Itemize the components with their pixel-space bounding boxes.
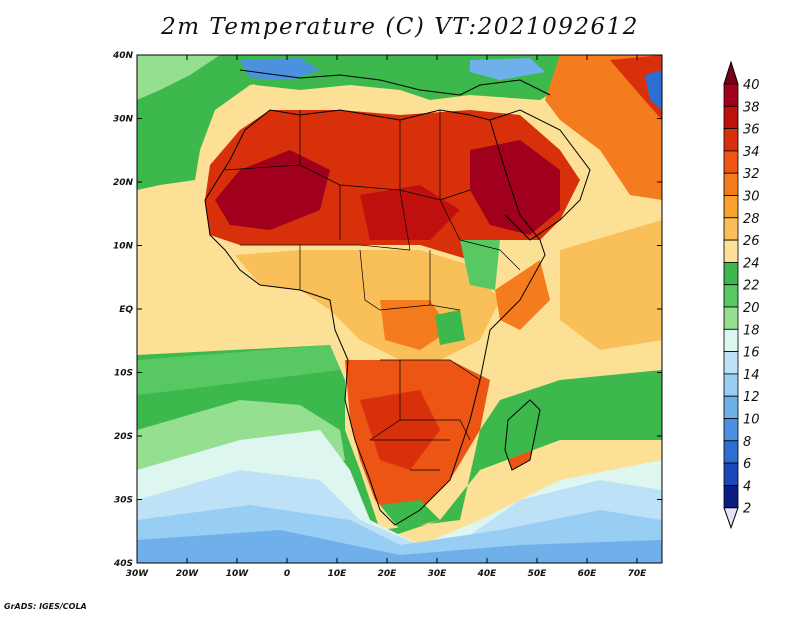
colorbar-label: 26 — [743, 234, 760, 249]
y-tick-label: 10S — [114, 369, 133, 379]
turkey-cold-patch — [470, 58, 545, 80]
x-tick-label: 70E — [628, 569, 648, 579]
colorbar-top-arrow — [723, 60, 739, 85]
africa-coastline — [204, 109, 546, 526]
kalahari-hot-zone — [360, 390, 440, 470]
colorbar-swatch-18 — [723, 328, 739, 352]
colorbar-label: 28 — [743, 212, 760, 227]
x-axis: 30W 20W 10W 0 10E 20E 30E 40E 50E 60E 70E — [126, 55, 647, 579]
madagascar-coastline — [504, 399, 541, 471]
colorbar-label: 2 — [743, 502, 751, 517]
y-tick-label: EQ — [119, 305, 133, 315]
colorbar-label: 30 — [743, 190, 760, 205]
colorbar-label: 40 — [743, 78, 760, 93]
far-north-atlantic-zone — [137, 55, 220, 100]
colorbar-swatch-30 — [723, 195, 739, 219]
y-tick-label: 20N — [113, 178, 134, 188]
y-tick-label: 40S — [113, 559, 133, 569]
indian-ocean-warm-zone — [560, 220, 662, 350]
map-title: 2m Temperature (C) VT:2021092612 — [161, 14, 639, 40]
colorbar: 40 38 36 34 32 30 28 26 24 22 20 18 16 14 12 10 8 6 4 2 — [723, 60, 760, 530]
colorbar-label: 8 — [743, 435, 751, 450]
colorbar-swatch-20 — [723, 306, 739, 330]
colorbar-label: 4 — [743, 479, 751, 494]
alps-cold-patch — [240, 58, 320, 80]
colorbar-swatch-36 — [723, 128, 739, 152]
north-atlantic-cool-zone — [137, 55, 330, 190]
y-tick-label: 20S — [114, 432, 133, 442]
colorbar-label: 36 — [743, 123, 760, 138]
x-tick-label: 10E — [328, 569, 348, 579]
himalaya-cold-patch — [645, 70, 662, 110]
colorbar-label: 18 — [743, 323, 760, 338]
y-axis: 40N 30N 20N 10N EQ 10S 20S 30S 40S — [112, 51, 662, 569]
x-tick-label: 60E — [578, 569, 598, 579]
grads-credit: GrADS: IGES/COLA — [4, 602, 87, 611]
colorbar-label: 10 — [743, 413, 760, 428]
colorbar-swatch-28 — [723, 217, 739, 241]
colorbar-swatch-24 — [723, 261, 739, 286]
x-tick-label: 0 — [284, 569, 290, 579]
colorbar-label: 38 — [743, 100, 760, 115]
colorbar-swatch-6 — [723, 462, 739, 486]
colorbar-label: 24 — [743, 256, 760, 271]
colorbar-label: 22 — [743, 279, 760, 294]
colorbar-label: 6 — [743, 457, 751, 472]
colorbar-swatch-8 — [723, 440, 739, 464]
congo-warm-patch — [380, 300, 450, 350]
cape-cool-zone — [380, 500, 440, 530]
arabia-coastline — [489, 109, 591, 241]
y-tick-label: 10N — [113, 242, 134, 252]
temperature-field — [137, 55, 662, 563]
colorbar-label: 20 — [743, 301, 760, 316]
southern-ocean-coldest-band — [137, 530, 662, 563]
colorbar-swatch-40 — [723, 83, 739, 107]
persia-warm-zone — [545, 55, 662, 200]
colorbar-swatch-38 — [723, 105, 739, 130]
y-tick-label: 30N — [113, 115, 134, 125]
ethiopia-highlands-zone — [460, 240, 500, 290]
arabia-extreme-zone — [470, 140, 560, 235]
colorbar-swatch-26 — [723, 239, 739, 263]
x-tick-label: 50E — [528, 569, 548, 579]
x-tick-label: 20W — [176, 569, 200, 579]
colorbar-swatch-12 — [723, 395, 739, 419]
x-tick-label: 10W — [226, 569, 250, 579]
colorbar-label: 16 — [743, 346, 760, 361]
lake-victoria-zone — [435, 310, 465, 345]
colorbar-swatch-4 — [723, 484, 739, 509]
gulf-guinea-green-band — [137, 345, 340, 395]
colorbar-bottom-arrow — [723, 507, 739, 530]
colorbar-label: 34 — [743, 145, 760, 160]
x-tick-label: 20E — [378, 569, 398, 579]
iran-hot-zone — [610, 55, 662, 120]
colorbar-label: 32 — [743, 167, 760, 182]
x-tick-label: 40E — [477, 569, 498, 579]
colorbar-swatch-34 — [723, 150, 739, 174]
colorbar-swatch-32 — [723, 172, 739, 196]
colorbar-label: 14 — [743, 368, 760, 383]
x-tick-label: 30W — [126, 569, 150, 579]
y-tick-label: 40N — [112, 51, 134, 61]
country-borders — [224, 110, 521, 471]
colorbar-swatch-10 — [723, 418, 739, 442]
colorbar-swatch-16 — [723, 351, 739, 375]
x-tick-label: 30E — [428, 569, 448, 579]
colorbar-label: 12 — [743, 390, 760, 405]
europe-coastline — [239, 69, 551, 96]
colorbar-swatch-22 — [723, 284, 739, 308]
colorbar-swatch-14 — [723, 373, 739, 397]
west-sahara-extreme-zone — [215, 150, 330, 230]
y-tick-label: 30S — [114, 496, 133, 506]
